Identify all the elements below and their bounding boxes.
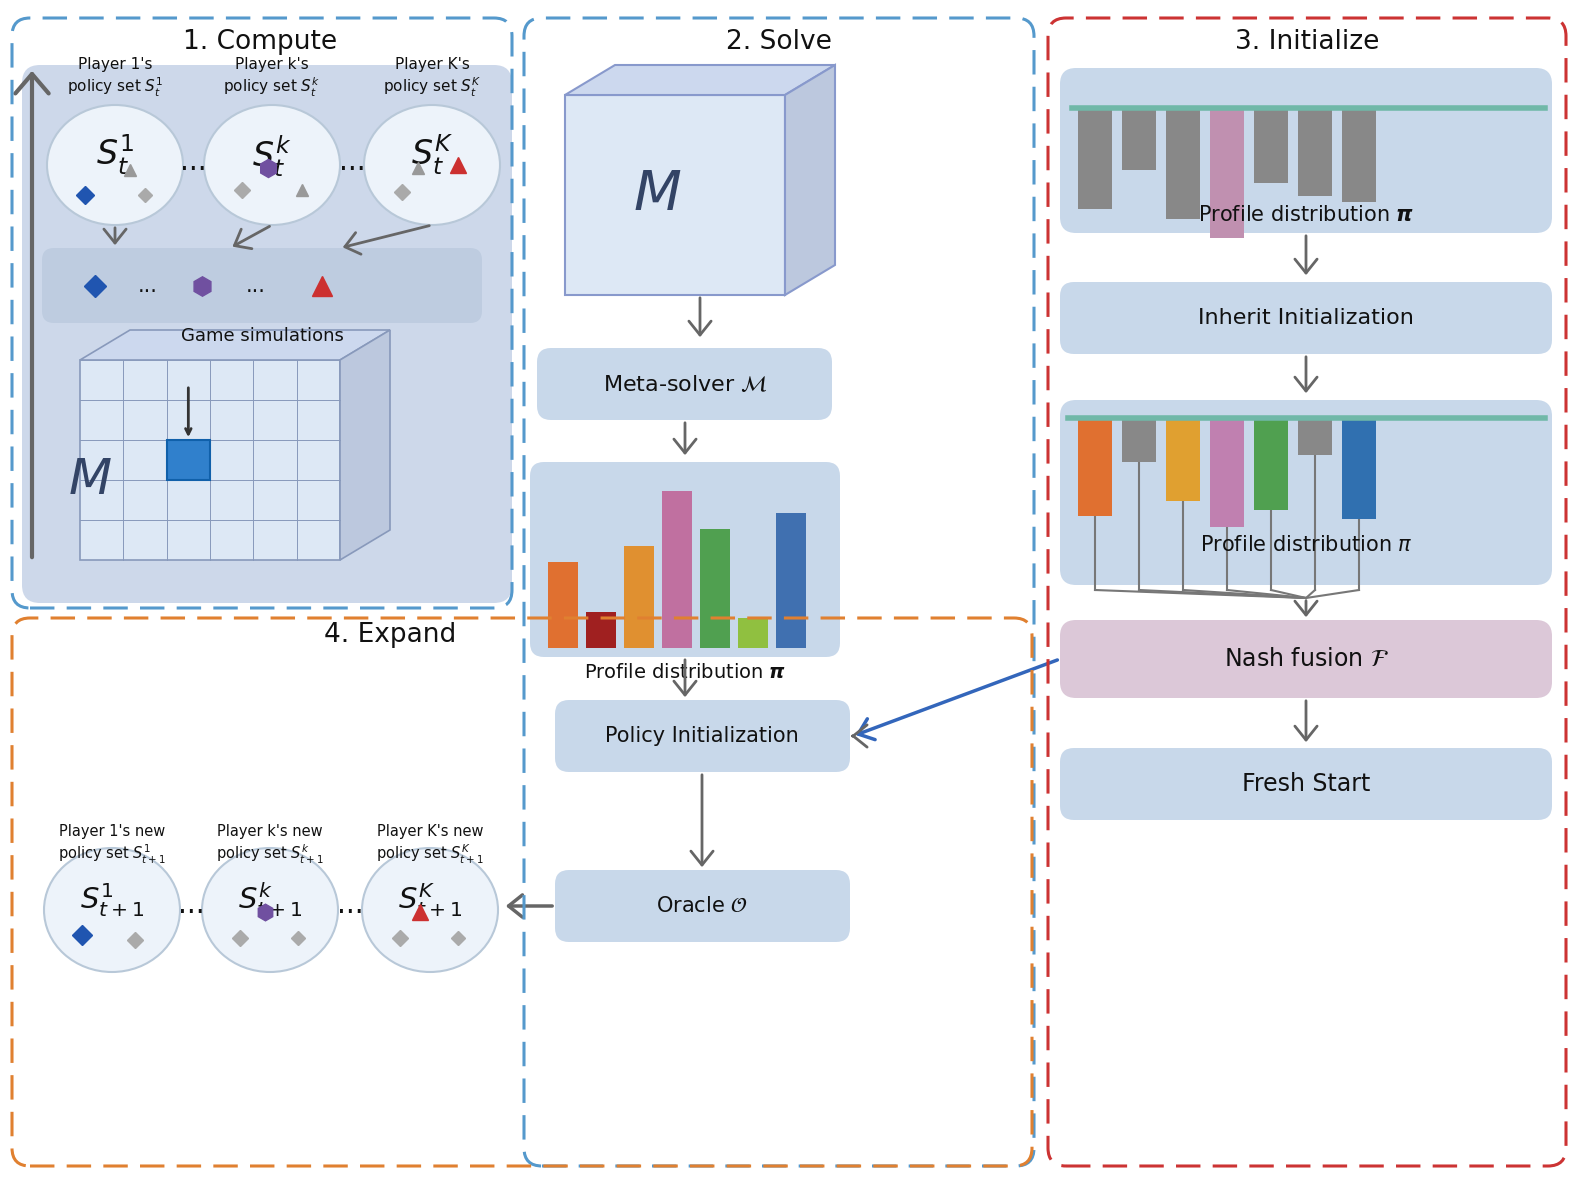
Bar bbox=[776, 512, 806, 648]
Bar bbox=[1122, 418, 1157, 461]
Bar bbox=[1078, 108, 1112, 209]
Text: Inherit Initialization: Inherit Initialization bbox=[1198, 308, 1414, 328]
Text: ...: ... bbox=[339, 148, 366, 176]
Bar bbox=[663, 491, 693, 648]
Polygon shape bbox=[80, 330, 390, 360]
Text: Profile distribution $\boldsymbol{\pi}$: Profile distribution $\boldsymbol{\pi}$ bbox=[584, 662, 786, 681]
Bar bbox=[701, 529, 731, 648]
Text: ...: ... bbox=[137, 276, 158, 296]
Text: $M$: $M$ bbox=[633, 168, 682, 222]
Bar bbox=[167, 440, 210, 480]
Text: 3. Initialize: 3. Initialize bbox=[1236, 30, 1379, 54]
Bar bbox=[1299, 108, 1332, 196]
Bar bbox=[1210, 108, 1243, 238]
Text: 1. Compute: 1. Compute bbox=[183, 30, 338, 54]
Text: $S_{t+1}^k$: $S_{t+1}^k$ bbox=[238, 880, 303, 919]
Text: Player 1's new
policy set $S_{t+1}^1$: Player 1's new policy set $S_{t+1}^1$ bbox=[58, 825, 166, 866]
Text: $S_t^k$: $S_t^k$ bbox=[252, 132, 292, 177]
Ellipse shape bbox=[361, 848, 499, 972]
Polygon shape bbox=[339, 330, 390, 560]
Bar bbox=[548, 562, 578, 648]
Polygon shape bbox=[784, 65, 835, 295]
Text: ...: ... bbox=[246, 276, 267, 296]
Text: Policy Initialization: Policy Initialization bbox=[604, 726, 798, 746]
Text: $S_t^1$: $S_t^1$ bbox=[96, 132, 134, 177]
FancyBboxPatch shape bbox=[537, 348, 832, 420]
Text: $S_{t+1}^1$: $S_{t+1}^1$ bbox=[80, 881, 144, 919]
Bar bbox=[1299, 418, 1332, 454]
Text: Player k's new
policy set $S_{t+1}^k$: Player k's new policy set $S_{t+1}^k$ bbox=[216, 825, 323, 866]
Bar bbox=[1078, 418, 1112, 516]
Text: $S_t^K$: $S_t^K$ bbox=[410, 132, 453, 177]
Text: Player K's
policy set $S_t^K$: Player K's policy set $S_t^K$ bbox=[383, 57, 481, 98]
FancyBboxPatch shape bbox=[1060, 748, 1553, 820]
Ellipse shape bbox=[47, 105, 183, 225]
Text: Fresh Start: Fresh Start bbox=[1242, 772, 1370, 796]
Bar bbox=[1122, 108, 1157, 170]
Text: Oracle $\mathcal{O}$: Oracle $\mathcal{O}$ bbox=[656, 896, 748, 916]
Bar bbox=[1255, 108, 1288, 183]
Bar bbox=[585, 612, 615, 648]
Bar bbox=[1341, 108, 1376, 201]
Text: Profile distribution $\pi$: Profile distribution $\pi$ bbox=[1199, 535, 1412, 555]
Ellipse shape bbox=[44, 848, 180, 972]
Text: ...: ... bbox=[180, 148, 207, 176]
FancyBboxPatch shape bbox=[555, 870, 851, 942]
Polygon shape bbox=[80, 360, 339, 560]
FancyBboxPatch shape bbox=[530, 463, 839, 657]
FancyBboxPatch shape bbox=[1060, 282, 1553, 354]
FancyBboxPatch shape bbox=[1060, 620, 1553, 698]
Text: Player K's new
policy set $S_{t+1}^K$: Player K's new policy set $S_{t+1}^K$ bbox=[376, 825, 484, 866]
FancyBboxPatch shape bbox=[43, 248, 481, 323]
Ellipse shape bbox=[365, 105, 500, 225]
Text: Player 1's
policy set $S_t^1$: Player 1's policy set $S_t^1$ bbox=[66, 57, 163, 98]
Ellipse shape bbox=[204, 105, 339, 225]
Text: Player k's
policy set $S_t^k$: Player k's policy set $S_t^k$ bbox=[224, 57, 320, 98]
Text: Profile distribution $\boldsymbol{\pi}$: Profile distribution $\boldsymbol{\pi}$ bbox=[1198, 205, 1414, 225]
Bar bbox=[1341, 418, 1376, 519]
Bar bbox=[1166, 108, 1199, 219]
Polygon shape bbox=[565, 65, 835, 95]
Text: ...: ... bbox=[178, 891, 204, 919]
Text: $M$: $M$ bbox=[68, 455, 112, 504]
Bar bbox=[1255, 418, 1288, 510]
Text: 4. Expand: 4. Expand bbox=[323, 622, 456, 648]
FancyBboxPatch shape bbox=[1060, 400, 1553, 586]
Text: Game simulations: Game simulations bbox=[180, 327, 344, 345]
Polygon shape bbox=[565, 95, 784, 295]
FancyBboxPatch shape bbox=[1060, 67, 1553, 233]
Text: 2. Solve: 2. Solve bbox=[726, 30, 832, 54]
Bar bbox=[1166, 418, 1199, 500]
Text: Meta-solver $\mathcal{M}$: Meta-solver $\mathcal{M}$ bbox=[603, 374, 767, 394]
FancyBboxPatch shape bbox=[555, 700, 851, 772]
Text: Nash fusion $\mathcal{F}$: Nash fusion $\mathcal{F}$ bbox=[1223, 647, 1389, 671]
Bar bbox=[739, 619, 768, 648]
Ellipse shape bbox=[202, 848, 338, 972]
Text: ...: ... bbox=[336, 891, 363, 919]
Bar bbox=[623, 545, 653, 648]
Bar bbox=[1210, 418, 1243, 528]
Text: $S_{t+1}^K$: $S_{t+1}^K$ bbox=[398, 881, 462, 919]
FancyBboxPatch shape bbox=[22, 65, 511, 603]
